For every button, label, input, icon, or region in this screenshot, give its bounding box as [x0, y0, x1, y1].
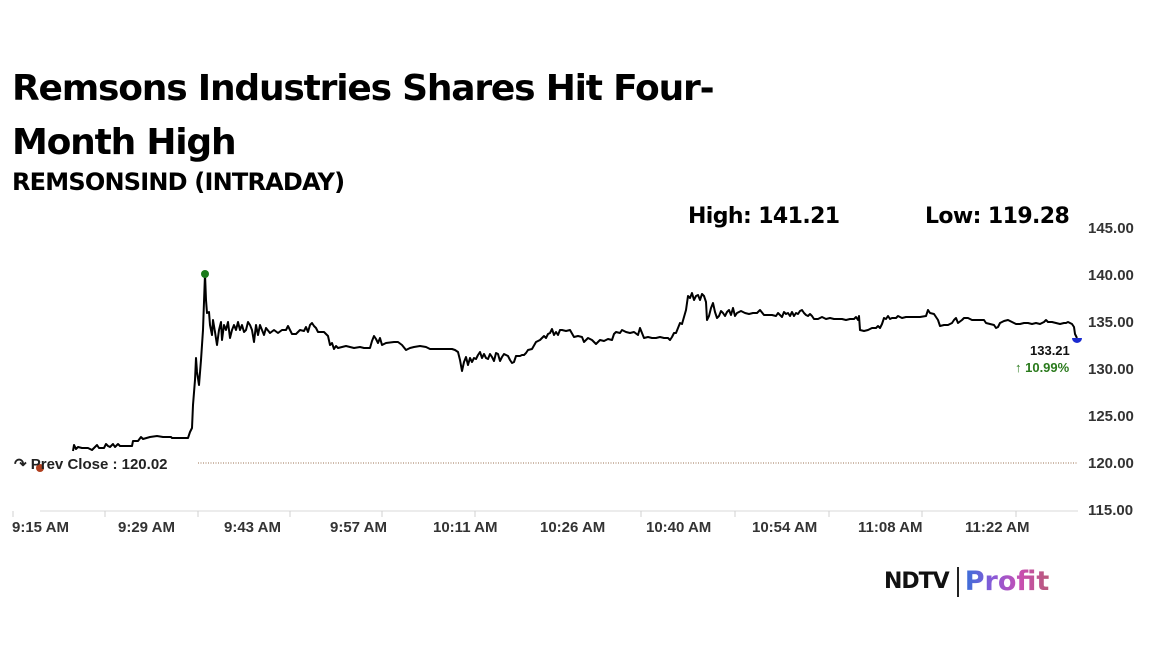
prev-close-label: ↷ Prev Close : 120.02	[14, 455, 168, 473]
x-tick: 11:22 AM	[965, 519, 1030, 536]
x-tick: 9:57 AM	[330, 519, 387, 536]
low-marker	[36, 464, 44, 472]
y-tick: 130.00	[1088, 361, 1134, 378]
prev-close-text: Prev Close : 120.02	[30, 456, 168, 473]
x-tick: 9:29 AM	[118, 519, 175, 536]
ndtv-profit-logo: NDTV Profit	[884, 566, 1049, 597]
change-percent-label: ↑ 10.99%	[1015, 360, 1070, 375]
last-price-marker	[1072, 338, 1082, 343]
x-tick: 10:26 AM	[540, 519, 606, 536]
high-stat: High: 141.21	[688, 204, 840, 229]
ticker-subtitle: REMSONSIND (INTRADAY)	[12, 168, 345, 196]
low-stat: Low: 119.28	[925, 204, 1070, 229]
price-line	[72, 273, 1078, 452]
y-tick: 115.00	[1088, 502, 1134, 519]
y-tick: 135.00	[1088, 314, 1134, 331]
x-tick: 10:40 AM	[646, 519, 712, 536]
logo-brand: NDTV	[884, 569, 950, 594]
y-tick: 145.00	[1088, 220, 1134, 237]
prev-close-arrow-icon: ↷	[14, 456, 27, 473]
x-tick: 10:54 AM	[752, 519, 818, 536]
x-tick: 10:11 AM	[433, 519, 498, 536]
y-tick: 125.00	[1088, 408, 1134, 425]
page-title: Remsons Industries Shares Hit Four-Month…	[12, 68, 715, 163]
x-tick: 9:43 AM	[224, 519, 281, 536]
logo-product: Profit	[964, 566, 1050, 597]
high-marker	[201, 270, 209, 278]
logo-divider	[956, 566, 959, 597]
x-axis-ticks	[12, 511, 1017, 517]
x-tick: 11:08 AM	[858, 519, 923, 536]
y-tick: 140.00	[1088, 267, 1134, 284]
last-price-label: 133.21	[1030, 343, 1070, 358]
x-tick: 9:15 AM	[12, 519, 69, 536]
y-tick: 120.00	[1088, 455, 1134, 472]
